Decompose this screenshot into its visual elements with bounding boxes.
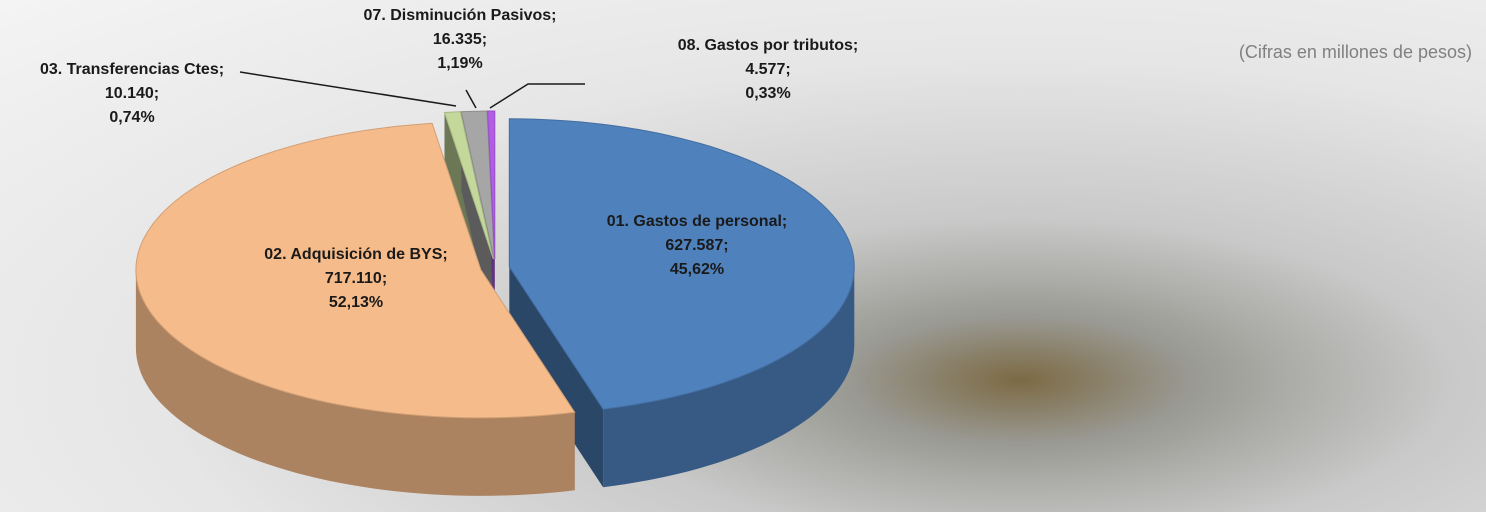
separator: ; bbox=[723, 237, 728, 254]
chart: (Cifras en millones de pesos) 01. Gastos… bbox=[0, 0, 1486, 512]
separator: ; bbox=[853, 37, 858, 54]
category-label: 01. Gastos de personal bbox=[607, 213, 782, 230]
data-label: 02. Adquisición de BYS;717.110;52,13% bbox=[261, 243, 451, 315]
label-line: 01. Gastos de personal; bbox=[562, 210, 832, 234]
leader-line bbox=[466, 90, 476, 108]
label-line: 16.335; bbox=[433, 31, 487, 48]
subtitle: (Cifras en millones de pesos) bbox=[1239, 42, 1472, 63]
label-line: 03. Transferencias Ctes; bbox=[2, 58, 262, 82]
category-label: 02. Adquisición de BYS bbox=[264, 246, 442, 263]
separator: ; bbox=[219, 61, 224, 78]
data-label: 08. Gastos por tributos;4.577;0,33% bbox=[643, 34, 893, 106]
label-line: 717.110; bbox=[261, 267, 451, 291]
label-line: 4.577; bbox=[643, 58, 893, 82]
value-label: 4.577 bbox=[745, 61, 785, 78]
percent-label: 45,62% bbox=[562, 258, 832, 282]
label-line: 08. Gastos por tributos; bbox=[643, 34, 893, 58]
percent-label: 0,74% bbox=[2, 106, 262, 130]
label-line: 02. Adquisición de BYS; bbox=[261, 243, 451, 267]
data-label: 03. Transferencias Ctes;10.140;0,74% bbox=[2, 58, 262, 130]
separator: ; bbox=[442, 246, 447, 263]
leader-line bbox=[240, 72, 456, 106]
value-label: 627.587 bbox=[665, 237, 723, 254]
percent-label: 52,13% bbox=[261, 291, 451, 315]
percent-label: 1,19% bbox=[360, 52, 560, 76]
separator: ; bbox=[382, 270, 387, 287]
leader-lines bbox=[240, 72, 585, 108]
label-line: 10.140; bbox=[2, 82, 262, 106]
separator: ; bbox=[782, 213, 787, 230]
leader-line bbox=[490, 84, 585, 108]
category-label: 07. Disminución Pasivos bbox=[364, 7, 552, 24]
separator: ; bbox=[551, 7, 556, 24]
value-label: 717.110 bbox=[325, 270, 382, 287]
separator: ; bbox=[482, 31, 487, 48]
label-line: 627.587; bbox=[562, 234, 832, 258]
category-label: 08. Gastos por tributos bbox=[678, 37, 853, 54]
value-label: 16.335 bbox=[433, 31, 482, 48]
separator: ; bbox=[154, 85, 159, 102]
percent-label: 0,33% bbox=[643, 82, 893, 106]
label-line: 07. Disminución Pasivos; bbox=[364, 7, 557, 24]
data-label: 01. Gastos de personal;627.587;45,62% bbox=[562, 210, 832, 282]
data-label: 07. Disminución Pasivos; 16.335; 1,19% bbox=[360, 4, 560, 76]
separator: ; bbox=[785, 61, 790, 78]
category-label: 03. Transferencias Ctes bbox=[40, 61, 219, 78]
value-label: 10.140 bbox=[105, 85, 154, 102]
